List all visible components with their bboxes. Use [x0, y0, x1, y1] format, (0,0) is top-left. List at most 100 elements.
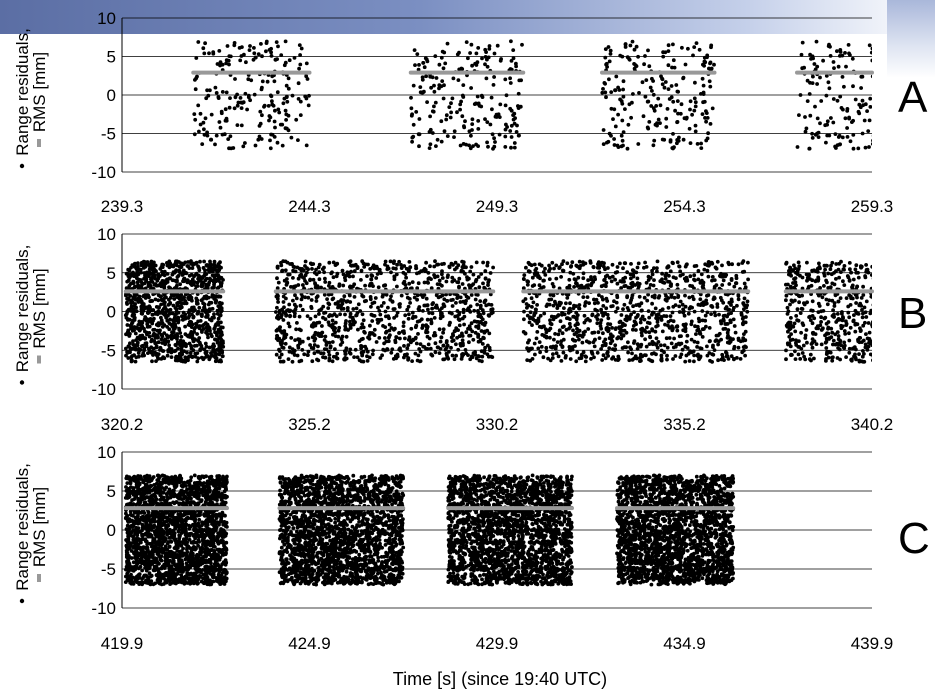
- data-point: [883, 302, 887, 306]
- data-point: [438, 308, 442, 312]
- data-point: [132, 284, 137, 289]
- data-point: [205, 133, 210, 138]
- data-point: [894, 350, 898, 354]
- data-point: [699, 346, 704, 351]
- data-point: [721, 278, 726, 283]
- data-point: [192, 330, 197, 334]
- data-point: [273, 125, 277, 130]
- data-point: [306, 295, 311, 300]
- data-point: [181, 339, 186, 344]
- data-point: [708, 84, 713, 89]
- data-point: [260, 79, 265, 84]
- data-point: [269, 54, 274, 58]
- data-point: [636, 282, 641, 286]
- data-point: [136, 261, 140, 266]
- data-point: [483, 62, 487, 67]
- data-point: [508, 76, 512, 81]
- data-point: [704, 119, 708, 124]
- data-point: [907, 355, 911, 359]
- data-point: [655, 269, 659, 274]
- data-point: [523, 297, 528, 301]
- data-point: [135, 340, 140, 345]
- data-point: [213, 355, 218, 360]
- data-point: [322, 270, 326, 275]
- data-point: [156, 272, 161, 277]
- data-point: [803, 129, 808, 134]
- data-point: [483, 47, 488, 52]
- data-point: [920, 346, 924, 350]
- data-point: [317, 270, 322, 275]
- data-point: [331, 354, 336, 359]
- data-point: [559, 339, 564, 344]
- data-point: [547, 277, 552, 281]
- data-point: [529, 296, 534, 301]
- data-point: [195, 280, 200, 285]
- data-point: [407, 337, 412, 342]
- data-point: [667, 97, 672, 101]
- data-point: [217, 343, 222, 348]
- data-point: [676, 139, 681, 143]
- data-point: [854, 263, 859, 268]
- data-point: [870, 58, 872, 63]
- data-point: [830, 260, 835, 265]
- data-point: [182, 349, 186, 354]
- data-point: [522, 273, 527, 277]
- data-point: [487, 345, 492, 350]
- data-point: [669, 341, 674, 346]
- data-point: [216, 323, 221, 327]
- data-point: [422, 89, 426, 94]
- data-point: [891, 328, 895, 332]
- data-point: [343, 324, 348, 329]
- data-point: [838, 94, 843, 99]
- data-point: [486, 302, 491, 307]
- data-point: [359, 337, 364, 342]
- data-point: [612, 107, 617, 112]
- data-point: [691, 349, 696, 354]
- data-point: [415, 286, 420, 291]
- data-point: [445, 343, 450, 348]
- data-point: [882, 44, 886, 48]
- data-point: [311, 277, 316, 282]
- data-point: [636, 54, 640, 59]
- scatter-legend-marker: [19, 163, 25, 169]
- data-point: [590, 331, 595, 335]
- data-point: [247, 48, 252, 52]
- data-point: [277, 325, 282, 330]
- data-point: [238, 58, 243, 63]
- data-point: [622, 284, 627, 289]
- data-point: [656, 316, 660, 321]
- data-point: [220, 354, 225, 358]
- data-point: [601, 297, 605, 302]
- data-point: [129, 272, 134, 276]
- data-point: [186, 322, 191, 327]
- data-point: [491, 265, 495, 270]
- data-point: [845, 126, 849, 130]
- data-point: [450, 279, 455, 284]
- data-point: [445, 134, 450, 139]
- data-point: [848, 325, 853, 330]
- data-point: [474, 51, 479, 56]
- data-point: [463, 119, 467, 124]
- data-point: [741, 348, 746, 353]
- data-point: [481, 281, 485, 286]
- data-point: [824, 278, 828, 283]
- data-point: [912, 267, 916, 271]
- data-point: [456, 263, 461, 268]
- data-point: [557, 286, 562, 291]
- data-point: [208, 88, 212, 93]
- data-point: [360, 353, 365, 358]
- data-point: [476, 144, 480, 149]
- data-point: [495, 43, 500, 48]
- data-point: [665, 265, 670, 269]
- data-point: [280, 143, 285, 148]
- data-point: [606, 354, 610, 358]
- data-point: [687, 295, 692, 300]
- data-point: [572, 303, 576, 308]
- data-point: [540, 324, 545, 329]
- data-point: [881, 145, 885, 149]
- data-point: [431, 109, 436, 114]
- data-point: [129, 265, 133, 270]
- data-point: [623, 42, 628, 46]
- data-point: [815, 131, 819, 136]
- data-point: [887, 352, 891, 356]
